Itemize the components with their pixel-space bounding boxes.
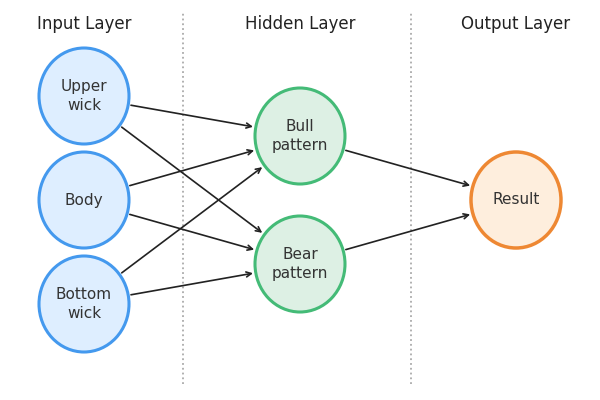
Text: Bull
pattern: Bull pattern xyxy=(272,119,328,153)
Text: Hidden Layer: Hidden Layer xyxy=(245,15,355,33)
Text: Upper
wick: Upper wick xyxy=(61,79,107,113)
Text: Body: Body xyxy=(65,192,103,208)
Text: Output Layer: Output Layer xyxy=(461,15,571,33)
Ellipse shape xyxy=(471,152,561,248)
Text: Bear
pattern: Bear pattern xyxy=(272,247,328,281)
Ellipse shape xyxy=(255,216,345,312)
Ellipse shape xyxy=(39,48,129,144)
Text: Input Layer: Input Layer xyxy=(37,15,131,33)
Ellipse shape xyxy=(39,152,129,248)
Ellipse shape xyxy=(39,256,129,352)
Ellipse shape xyxy=(255,88,345,184)
Text: Bottom
wick: Bottom wick xyxy=(56,287,112,321)
Text: Result: Result xyxy=(493,192,539,208)
